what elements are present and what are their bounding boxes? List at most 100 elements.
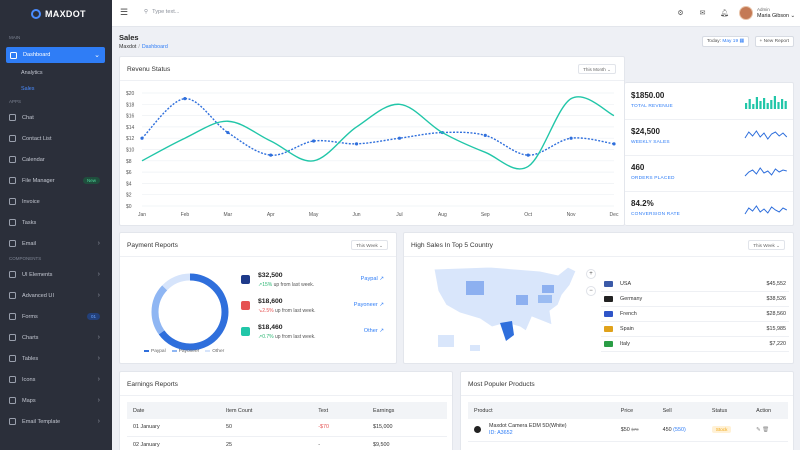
- external-link-icon: ↗: [379, 302, 384, 308]
- flag-icon: [604, 311, 613, 317]
- sidebar-item-tables[interactable]: Tables ›: [0, 348, 112, 369]
- sidebar-item-label: Maps: [22, 397, 36, 404]
- payment-link-paypal[interactable]: Paypal ↗: [360, 276, 384, 282]
- x-tick-label: Aug: [438, 212, 447, 218]
- trash-icon[interactable]: 🗑︎: [762, 426, 769, 433]
- earnings-table: Date Item Count Text Earnings 01 January 50-…: [127, 402, 447, 450]
- search-input[interactable]: Type text...: [152, 9, 180, 15]
- sidebar-sub-analytics[interactable]: Analytics: [21, 70, 43, 76]
- logo[interactable]: MAXDOT: [0, 0, 112, 28]
- y-tick-label: $16: [126, 114, 135, 120]
- legend-paypal: Paypal: [144, 349, 166, 354]
- logo-icon: [31, 9, 41, 19]
- search-bar[interactable]: ⚲ Type text...: [144, 9, 179, 15]
- payment-row: $32,500 ↗15% up from last week.: [258, 272, 408, 288]
- spark-bar: [752, 104, 755, 109]
- y-tick-label: $18: [126, 102, 135, 108]
- payment-range-select[interactable]: This Week ⌄: [351, 240, 388, 250]
- date-picker[interactable]: Today: May 19 ▦: [701, 36, 749, 47]
- sidebar-item-tasks[interactable]: Tasks: [0, 212, 112, 233]
- sidebar-item-ui-elements[interactable]: UI Elements ›: [0, 264, 112, 285]
- sidebar-item-calendar[interactable]: Calendar: [0, 149, 112, 170]
- sidebar-item-label: Contact List: [22, 135, 52, 142]
- column-header: Earnings: [366, 402, 447, 419]
- kpi-value: $24,500: [631, 127, 660, 136]
- zoom-in-button[interactable]: +: [586, 269, 596, 279]
- country-range-select[interactable]: This Week ⌄: [748, 240, 785, 250]
- products-table: Product Price Sell Status Action Maxdot Came…: [468, 402, 788, 442]
- country-name: French: [620, 311, 637, 317]
- payment-title: Payment Reports: [127, 242, 178, 249]
- external-link-icon: ↗: [379, 276, 384, 282]
- kpi-weekly-sales: $24,500 WEEKLY SALES: [631, 127, 800, 145]
- menu-toggle-icon[interactable]: ☰: [120, 7, 129, 17]
- table-cell: 02 January: [127, 436, 220, 450]
- new-report-button[interactable]: + New Report: [754, 36, 794, 47]
- invoice-icon: [9, 198, 16, 205]
- donut-legend: Paypal Payoneer Other: [144, 349, 224, 354]
- legend-payoneer: Payoneer: [171, 349, 199, 354]
- topbar: ☰ ⚲ Type text... ⚙ ✉ 🔔︎ Admin Maria Gibson…: [112, 0, 800, 27]
- column-header: Text: [312, 402, 367, 419]
- section-main: MAIN: [9, 35, 21, 40]
- bell-icon[interactable]: 🔔︎: [720, 10, 729, 17]
- kpi-label: TOTAL REVENUE: [631, 104, 673, 109]
- revenue-range-select[interactable]: This Month ⌄: [578, 64, 616, 74]
- usa-map: [433, 266, 577, 351]
- sidebar-item-file-manager[interactable]: File Manager New: [0, 170, 112, 191]
- table-row: 01 January 50 -$70 $15,000: [127, 419, 447, 437]
- table-cell: $9,500: [366, 436, 447, 450]
- gear-icon[interactable]: ⚙: [677, 10, 684, 17]
- country-title: High Sales In Top 5 Country: [411, 242, 493, 249]
- today-value: May 19: [722, 39, 739, 44]
- revenue-card: Revenu Status This Month ⌄ $0 $2 $4 $6 $8 $10…: [119, 56, 625, 226]
- user-menu[interactable]: Admin Maria Gibson ⌄: [757, 7, 796, 19]
- sidebar-item-email[interactable]: Email ›: [0, 233, 112, 254]
- maps-icon: [9, 397, 16, 404]
- payment-link-payoneer[interactable]: Payoneer ↗: [353, 302, 384, 308]
- sidebar-sub-sales[interactable]: Sales: [21, 86, 35, 92]
- column-header: Action: [750, 402, 788, 419]
- flag-icon: [604, 281, 613, 287]
- sidebar-item-contact-list[interactable]: Contact List: [0, 128, 112, 149]
- products-title: Most Populer Products: [468, 381, 535, 388]
- payment-link-other[interactable]: Other ↗: [363, 328, 384, 334]
- x-tick-label: Jan: [138, 212, 146, 218]
- status-badge: Stock: [711, 425, 732, 433]
- sidebar-item-maps[interactable]: Maps ›: [0, 390, 112, 411]
- spark-bar: [745, 103, 748, 109]
- zoom-out-button[interactable]: −: [586, 286, 596, 296]
- tasks-icon: [9, 219, 16, 226]
- table-cell: 50: [219, 419, 313, 437]
- product-cell: Maxdot Camera EDM 5D(White) ID: A3652: [468, 419, 615, 442]
- x-tick-label: Sep: [481, 212, 490, 218]
- breadcrumb-home[interactable]: Maxdot: [119, 44, 137, 50]
- payment-row: $18,600 ↘2.5% up from last week.: [258, 298, 408, 314]
- forms-icon: [9, 313, 16, 320]
- y-tick-label: $2: [126, 193, 132, 199]
- flag-icon: [604, 296, 613, 302]
- edit-icon[interactable]: ✎: [756, 426, 761, 433]
- sidebar-item-advanced-ui[interactable]: Advanced UI ›: [0, 285, 112, 306]
- sidebar-item-email-template[interactable]: Email Template ›: [0, 411, 112, 432]
- country-row-italy: Italy $7,220: [601, 337, 789, 352]
- kpi-sparkline: [745, 96, 787, 109]
- sidebar-item-icons[interactable]: Icons ›: [0, 369, 112, 390]
- avatar[interactable]: [739, 6, 753, 20]
- sidebar-item-chat[interactable]: Chat: [0, 107, 112, 128]
- sidebar-item-dashboard[interactable]: Dashboard ⌄: [6, 47, 105, 63]
- chevron-right-icon: ›: [97, 355, 100, 362]
- data-point: [526, 153, 530, 157]
- mail-icon[interactable]: ✉: [699, 10, 706, 17]
- sidebar-item-charts[interactable]: Charts ›: [0, 327, 112, 348]
- sidebar-item-invoice[interactable]: Invoice: [0, 191, 112, 212]
- kpi-label: CONVERSION RATE: [631, 212, 681, 217]
- sidebar-item-label: Tasks: [22, 219, 37, 226]
- chevron-right-icon: ›: [97, 418, 100, 425]
- revenue-chart: $0 $2 $4 $6 $8 $10 $12 $14 $16 $18 $20 Jan Feb Mar Apr…: [126, 91, 619, 218]
- sidebar-item-forms[interactable]: Forms 01: [0, 306, 112, 327]
- product-name[interactable]: Maxdot Camera EDM 5D(White): [489, 422, 567, 429]
- x-tick-label: Jul: [396, 212, 402, 218]
- payment-row: $18,460 ↗0.7% up from last week.: [258, 324, 408, 340]
- x-tick-label: Feb: [181, 212, 190, 218]
